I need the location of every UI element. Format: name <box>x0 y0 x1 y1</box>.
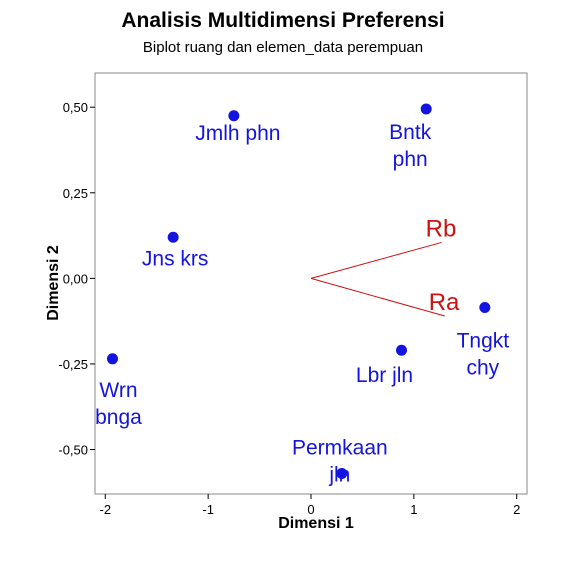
point-label-line: Tngkt <box>457 329 510 352</box>
y-tick-label: -0,50 <box>58 443 88 458</box>
point-label-line: phn <box>393 148 428 171</box>
data-point <box>106 353 118 365</box>
data-point <box>336 467 348 479</box>
point-label: Jns krs <box>142 247 209 270</box>
x-axis-title: Dimensi 1 <box>278 515 354 532</box>
data-point <box>420 103 432 115</box>
x-tick-label: 1 <box>410 502 417 517</box>
data-point <box>479 301 491 313</box>
chart-title: Analisis Multidimensi Preferensi <box>121 9 445 32</box>
point-label-line: Permkaan <box>292 436 388 459</box>
vector-label: Ra <box>429 289 460 316</box>
x-tick-label: 0 <box>307 502 314 517</box>
y-axis-title: Dimensi 2 <box>45 245 62 321</box>
point-label-line: chy <box>466 356 499 379</box>
chart-subtitle: Biplot ruang dan elemen_data perempuan <box>142 39 424 56</box>
data-point <box>167 231 179 243</box>
point-label: Tngkt chy <box>457 329 510 379</box>
vector-line <box>310 241 442 279</box>
point-label-line: bnga <box>95 406 142 429</box>
vector-label: Rb <box>426 215 457 242</box>
x-tick-label: -1 <box>202 502 214 517</box>
y-tick-label: 0,00 <box>63 271 88 286</box>
point-label: Bntk phn <box>389 121 432 171</box>
x-tick-label: -2 <box>100 502 112 517</box>
y-tick-label: -0,25 <box>58 357 88 372</box>
vector-layer: Rb Ra <box>310 215 460 317</box>
data-point <box>396 344 408 356</box>
y-axis: -0,50 -0,25 0,00 0,25 0,50 <box>58 100 95 458</box>
point-label-line: Wrn <box>99 379 137 402</box>
y-tick-label: 0,25 <box>63 186 88 201</box>
data-point <box>228 110 240 122</box>
y-tick-label: 0,50 <box>63 100 88 115</box>
point-label-line: Bntk <box>389 121 432 144</box>
point-label-line: Lbr jln <box>356 364 413 387</box>
point-label-line: Jmlh phn <box>195 122 280 145</box>
x-tick-label: 2 <box>513 502 520 517</box>
point-label-line: jln <box>328 463 350 486</box>
point-label-line: Jns krs <box>142 247 209 270</box>
x-axis: -2 -1 0 1 2 <box>100 494 520 517</box>
point-label: Permkaan jln <box>292 436 388 486</box>
point-layer: Jmlh phn Bntk phn Jns krs Wrn bnga Lbr jln Tngk… <box>95 103 509 486</box>
point-label: Wrn bnga <box>95 379 142 429</box>
point-label: Jmlh phn <box>195 122 280 145</box>
plot-frame <box>94 72 528 495</box>
point-label: Lbr jln <box>356 364 413 387</box>
vector-line <box>310 277 445 317</box>
